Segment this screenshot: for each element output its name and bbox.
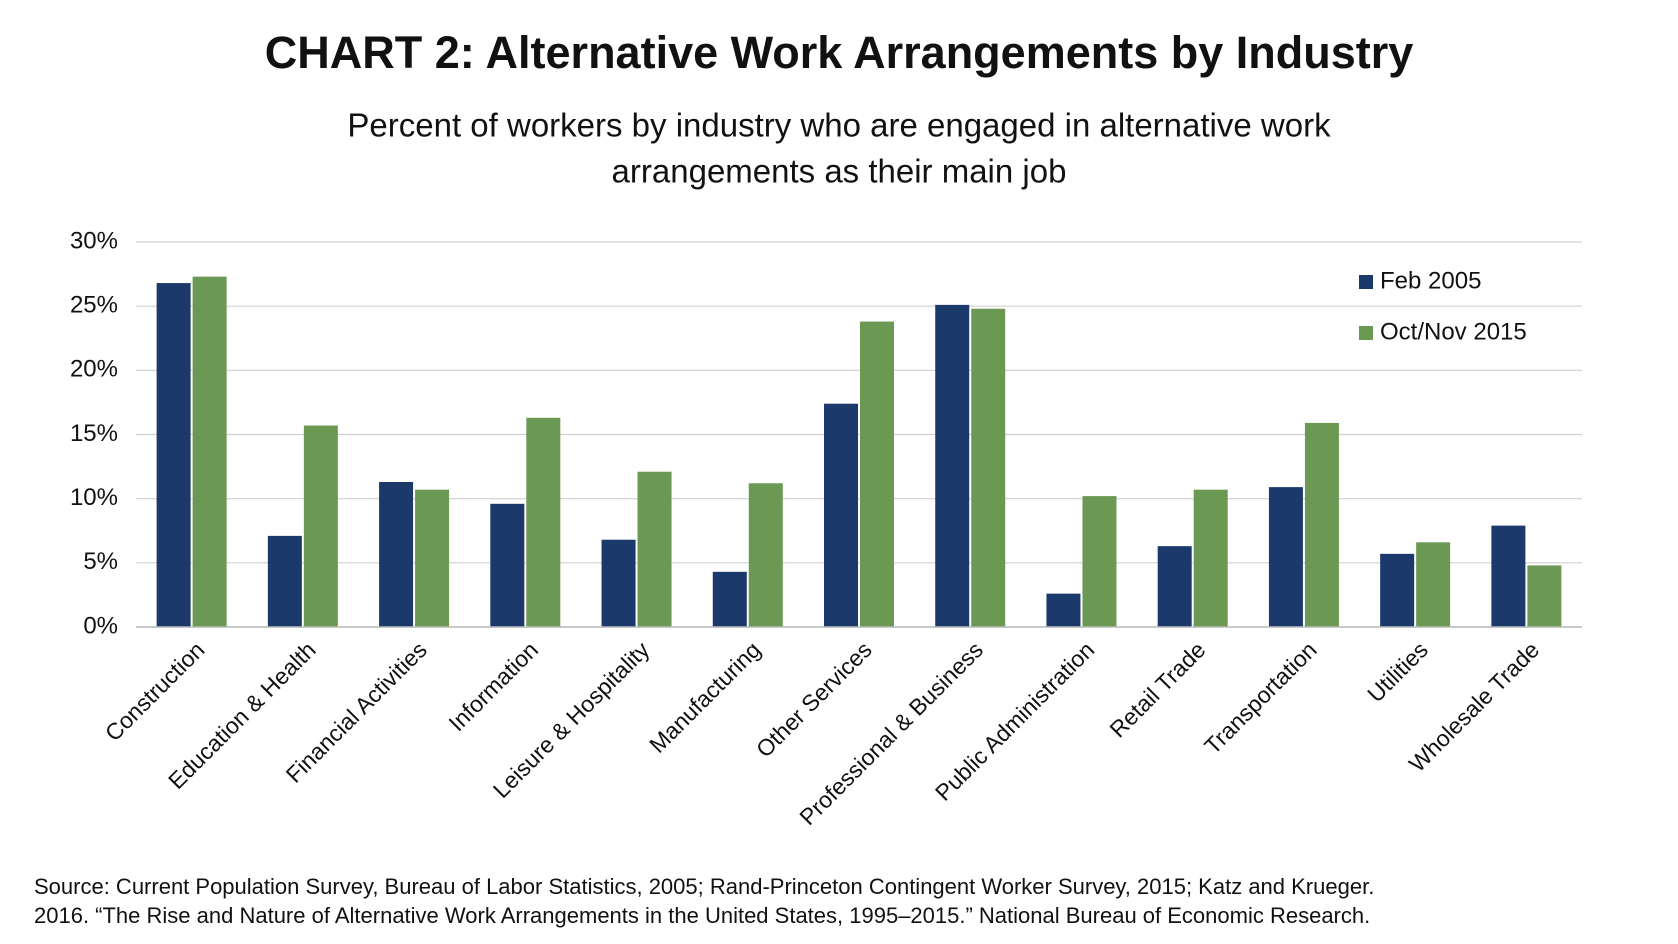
bar <box>712 571 747 627</box>
bar <box>601 539 636 627</box>
bar <box>935 304 970 627</box>
bar <box>748 483 783 627</box>
legend-label: Feb 2005 <box>1380 267 1481 294</box>
y-tick-label: 25% <box>70 292 118 319</box>
bar <box>1268 487 1303 627</box>
y-tick-label: 20% <box>70 356 118 383</box>
chart-subtitle: Percent of workers by industry who are e… <box>347 107 1331 144</box>
bar <box>1380 553 1415 627</box>
bar <box>1491 525 1526 627</box>
legend-swatch <box>1359 326 1373 340</box>
x-tick-label: Construction <box>100 636 210 746</box>
bar <box>1527 565 1562 627</box>
y-tick-label: 30% <box>70 227 118 254</box>
legend-label: Oct/Nov 2015 <box>1380 318 1527 345</box>
bar <box>1304 422 1339 627</box>
x-tick-label: Information <box>443 636 543 736</box>
bar <box>1082 496 1117 627</box>
bar <box>490 503 525 627</box>
y-tick-label: 10% <box>70 484 118 511</box>
x-tick-label: Utilities <box>1362 636 1433 707</box>
bar <box>1157 546 1192 627</box>
x-tick-label: Manufacturing <box>644 636 765 757</box>
x-tick-label: Transportation <box>1199 636 1322 759</box>
source-note: Source: Current Population Survey, Burea… <box>34 874 1374 899</box>
bar <box>267 535 302 627</box>
y-tick-label: 15% <box>70 420 118 447</box>
bar <box>971 308 1006 627</box>
legend-swatch <box>1359 275 1373 289</box>
y-tick-label: 5% <box>83 548 118 575</box>
y-tick-label: 0% <box>83 612 118 639</box>
bar <box>379 481 414 627</box>
bar <box>526 417 561 627</box>
bar <box>1193 489 1228 627</box>
bar <box>192 276 227 627</box>
x-tick-label: Other Services <box>751 636 877 762</box>
chart-title: CHART 2: Alternative Work Arrangements b… <box>265 27 1414 78</box>
bar <box>1046 593 1081 627</box>
bar <box>860 321 894 627</box>
bar <box>637 471 672 627</box>
bar <box>156 283 191 627</box>
bar <box>824 403 858 627</box>
bar <box>415 489 450 627</box>
x-tick-label: Retail Trade <box>1104 636 1210 742</box>
bar <box>1416 542 1451 627</box>
source-note: 2016. “The Rise and Nature of Alternativ… <box>34 903 1370 928</box>
x-tick-label: Professional & Business <box>794 636 988 830</box>
bar <box>303 425 338 627</box>
chart-subtitle: arrangements as their main job <box>612 153 1067 190</box>
